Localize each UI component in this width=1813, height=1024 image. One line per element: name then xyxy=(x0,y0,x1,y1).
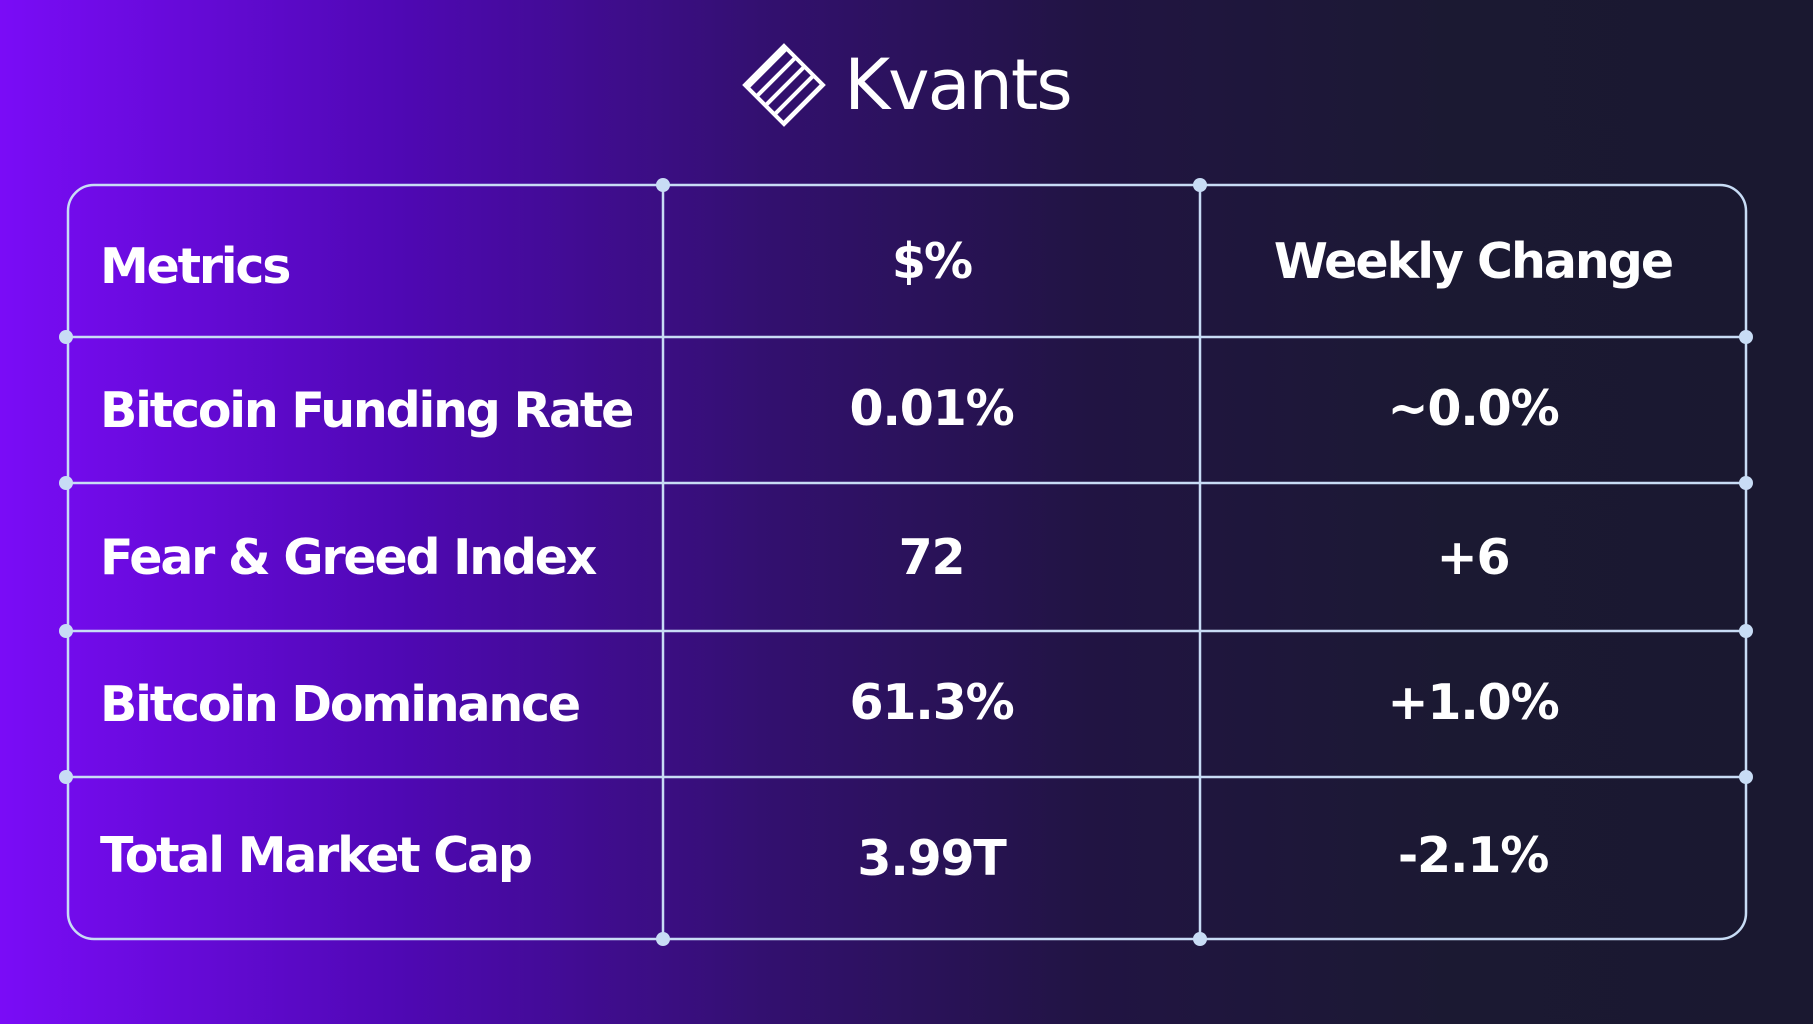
brand-name: Kvants xyxy=(844,44,1073,126)
row-change: +6 xyxy=(1436,528,1511,586)
brand-header: Kvants xyxy=(0,40,1813,130)
row-value: 0.01% xyxy=(849,379,1015,437)
header-metrics: Metrics xyxy=(100,237,291,295)
row-change: +1.0% xyxy=(1387,673,1560,731)
row-value: 3.99T xyxy=(857,829,1007,887)
row-value: 72 xyxy=(898,528,966,586)
row-value: 61.3% xyxy=(849,673,1015,731)
striped-diamond-icon xyxy=(742,43,827,127)
row-metric: Bitcoin Dominance xyxy=(100,675,581,733)
row-metric: Bitcoin Funding Rate xyxy=(100,381,634,439)
row-metric: Fear & Greed Index xyxy=(100,528,597,586)
row-metric: Total Market Cap xyxy=(100,826,533,884)
row-change: ~0.0% xyxy=(1387,379,1560,437)
header-weekly-change: Weekly Change xyxy=(1273,232,1674,290)
header-value: $% xyxy=(891,232,973,290)
row-change: -2.1% xyxy=(1397,826,1549,884)
